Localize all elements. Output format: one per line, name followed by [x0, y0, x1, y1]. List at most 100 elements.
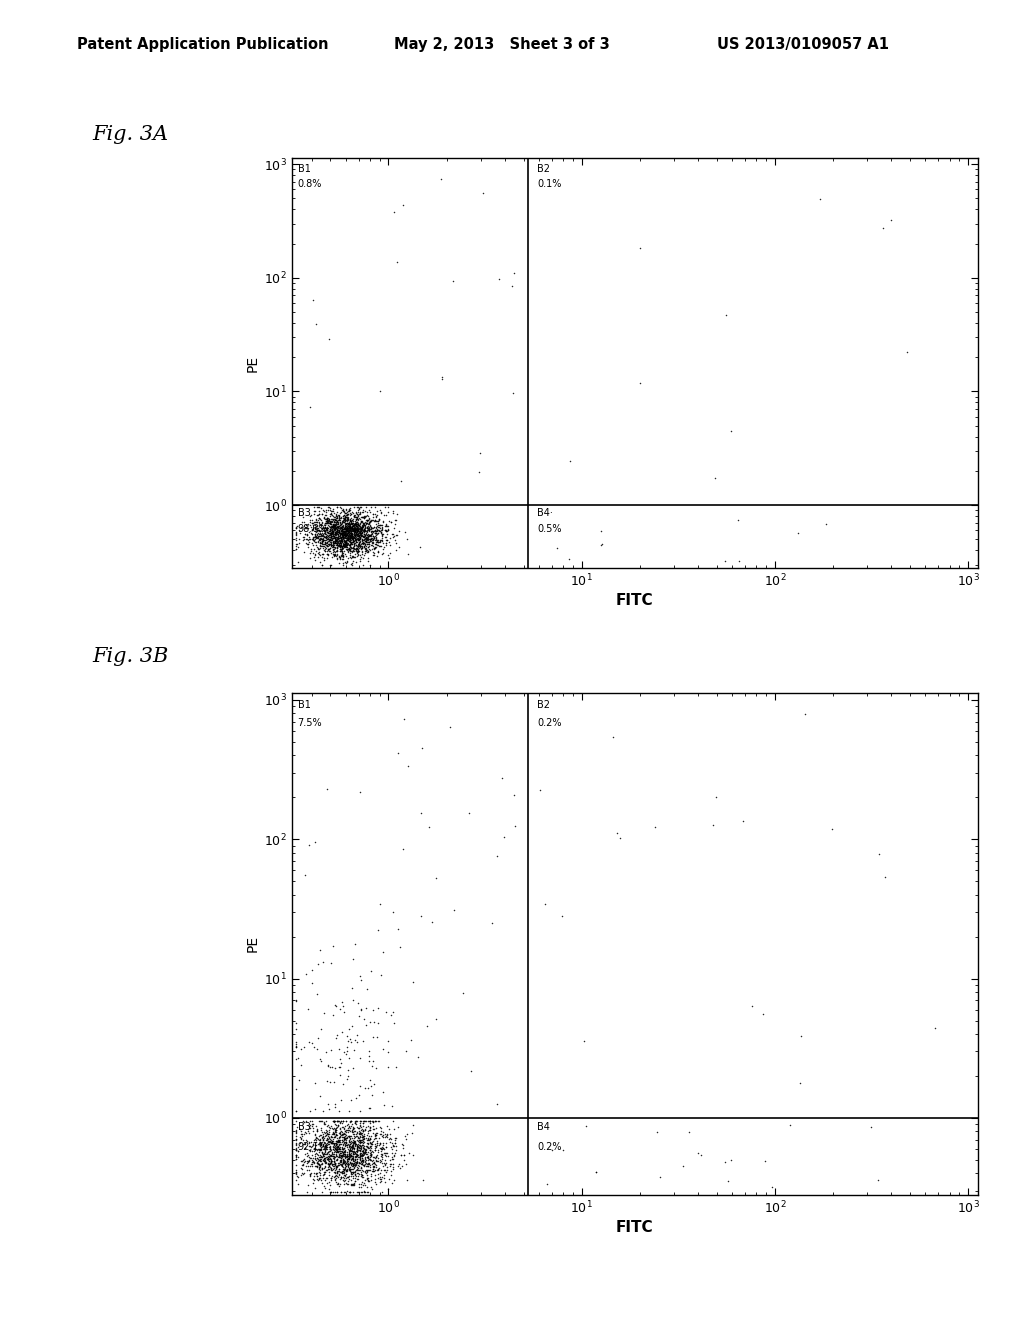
Point: [348, 519, 365, 540]
Point: [310, 1154, 327, 1175]
Point: [336, 1129, 352, 1150]
Point: [317, 1143, 334, 1164]
Point: [318, 1148, 335, 1170]
Point: [330, 508, 346, 529]
Point: [360, 528, 377, 549]
Point: [326, 517, 342, 539]
Point: [345, 1138, 361, 1159]
Point: [314, 1152, 331, 1173]
Point: [344, 553, 360, 574]
Point: [347, 520, 364, 541]
Point: [343, 1139, 359, 1160]
Point: [352, 1130, 369, 1151]
Point: [308, 1164, 325, 1185]
Point: [365, 523, 381, 544]
Point: [349, 496, 366, 517]
Point: [314, 1143, 331, 1164]
Point: [326, 1134, 342, 1155]
Point: [303, 512, 319, 533]
Point: [345, 546, 361, 568]
Point: [324, 1133, 340, 1154]
Point: [717, 550, 733, 572]
Point: [327, 516, 343, 537]
Point: [327, 1147, 343, 1168]
Point: [365, 1160, 381, 1181]
Point: [342, 517, 358, 539]
Point: [342, 540, 358, 561]
Point: [367, 504, 383, 525]
Point: [338, 1134, 354, 1155]
Point: [322, 519, 338, 540]
Point: [374, 1152, 390, 1173]
Point: [311, 1156, 328, 1177]
Point: [322, 1131, 338, 1152]
Point: [350, 1181, 367, 1203]
Point: [329, 545, 345, 566]
Point: [289, 533, 305, 554]
Point: [348, 508, 365, 529]
Point: [326, 508, 342, 529]
Point: [329, 508, 345, 529]
Point: [338, 1036, 354, 1057]
Point: [299, 1151, 315, 1172]
Point: [308, 1155, 325, 1176]
Point: [342, 537, 358, 558]
Point: [341, 524, 357, 545]
Point: [365, 529, 381, 550]
Point: [374, 517, 390, 539]
Point: [349, 1130, 366, 1151]
Point: [291, 528, 307, 549]
Point: [352, 781, 369, 803]
Point: [311, 529, 328, 550]
Point: [344, 1146, 360, 1167]
Point: [327, 510, 343, 531]
Point: [328, 1144, 344, 1166]
Point: [342, 521, 358, 543]
Point: [323, 503, 339, 524]
Point: [359, 1135, 376, 1156]
Point: [352, 496, 369, 517]
Point: [313, 513, 330, 535]
Point: [336, 1041, 352, 1063]
Point: [351, 1151, 368, 1172]
Point: [348, 1166, 365, 1187]
Point: [340, 525, 356, 546]
Point: [327, 1139, 343, 1160]
Text: Fig. 3B: Fig. 3B: [92, 647, 169, 665]
Point: [296, 1133, 312, 1154]
Point: [366, 1146, 382, 1167]
Point: [345, 1135, 361, 1156]
Point: [331, 1101, 347, 1122]
Point: [343, 525, 359, 546]
Point: [322, 516, 338, 537]
Point: [362, 525, 379, 546]
Point: [339, 519, 355, 540]
Point: [343, 521, 359, 543]
Point: [304, 1144, 321, 1166]
Point: [343, 529, 359, 550]
Point: [347, 520, 364, 541]
Point: [296, 511, 312, 532]
Point: [326, 1143, 342, 1164]
Point: [358, 524, 375, 545]
Point: [350, 533, 367, 554]
Point: [338, 513, 354, 535]
Point: [330, 1139, 346, 1160]
Point: [302, 1166, 318, 1187]
Point: [349, 513, 366, 535]
Point: [327, 532, 343, 553]
Point: [350, 528, 367, 549]
Point: [327, 1110, 343, 1131]
Point: [321, 513, 337, 535]
Point: [351, 519, 368, 540]
Point: [359, 1159, 376, 1180]
Point: [347, 515, 364, 536]
Point: [326, 540, 342, 561]
Point: [376, 1142, 392, 1163]
Point: [332, 512, 348, 533]
Point: [329, 1137, 345, 1158]
Point: [358, 543, 375, 564]
Point: [360, 1171, 377, 1192]
Point: [311, 545, 328, 566]
Point: [327, 1154, 343, 1175]
